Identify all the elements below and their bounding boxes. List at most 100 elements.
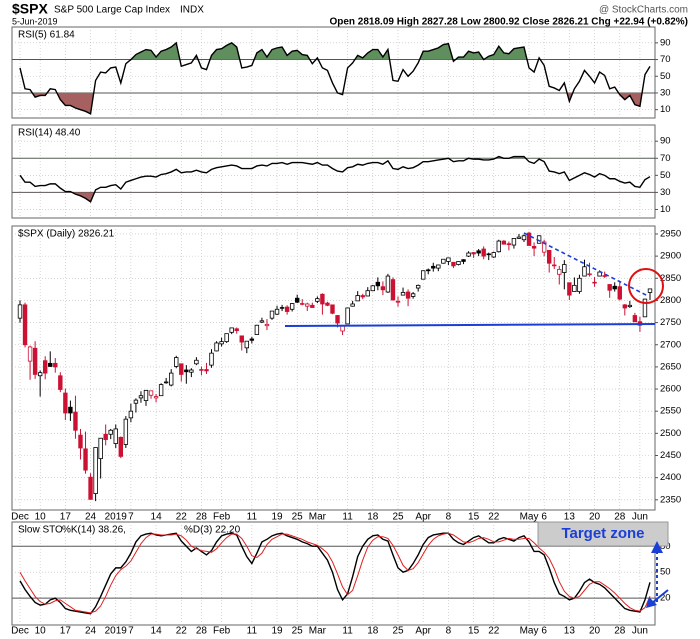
candle-body [400, 292, 406, 296]
target-zone-label: Target zone [561, 525, 644, 542]
support-line [284, 323, 656, 327]
candle-body [284, 306, 290, 312]
x-tick-label: 19 [271, 512, 283, 523]
candle-body [194, 359, 199, 365]
candle-body [48, 362, 53, 367]
candle-body [506, 243, 512, 246]
candle-body [627, 304, 633, 308]
candle-body [431, 265, 436, 269]
y-tick-label: 2650 [660, 361, 681, 372]
x-tick-label: Mar [309, 512, 327, 523]
candle-body [219, 341, 224, 345]
x-tick-label: 22 [176, 512, 188, 523]
candle-body [557, 269, 562, 275]
x-tick-label: 10 [35, 626, 47, 637]
candle-body [174, 357, 179, 367]
candle-body [350, 303, 355, 307]
x-tick-label: 17 [60, 626, 72, 637]
candle-body [118, 436, 123, 457]
candle-body [572, 284, 577, 292]
candle-body [249, 338, 255, 341]
y-tick-label: 90 [660, 136, 671, 147]
candle-body [204, 369, 209, 372]
indicator-line [19, 532, 651, 615]
candle-body [345, 307, 350, 325]
candle-body [320, 293, 325, 305]
x-tick-label: 15 [468, 626, 480, 637]
candle-body [37, 372, 43, 377]
candle-body [58, 375, 63, 390]
candle-body [179, 363, 184, 375]
candle-body [158, 384, 164, 397]
candle-body [390, 279, 396, 301]
candle-body [496, 240, 501, 253]
panel: Dec 10 17 24 2019 7 14 22 28 Feb 11 19 25 Mar 11 18 25 Ap… [11, 521, 671, 637]
panel-frame [11, 225, 656, 511]
x-tick-label: 11 [247, 626, 258, 637]
candle-body [43, 360, 48, 374]
candle-body [138, 395, 144, 399]
x-tick-label: 25 [292, 512, 304, 523]
x-tick-label: Dec [11, 626, 29, 637]
x-tick-label: 11 [342, 626, 353, 637]
exchange: INDX [180, 5, 204, 16]
candle-body [315, 298, 320, 302]
x-tick-label: Apr [415, 512, 431, 523]
legend-entry: %D(3) 22.20 [184, 525, 241, 536]
x-tick-label: 22 [488, 512, 500, 523]
candle-body [547, 249, 552, 264]
indicator-line [19, 41, 651, 115]
x-tick-label: 18 [367, 512, 379, 523]
y-tick-label: 30 [660, 87, 671, 98]
x-tick-label: 25 [392, 626, 404, 637]
x-tick-label: 7 [128, 512, 134, 523]
symbol: $SPX [12, 1, 48, 17]
candle-body [420, 270, 426, 280]
candle-body [264, 323, 270, 327]
y-tick-label: 20 [660, 593, 671, 604]
candle-body [476, 250, 481, 254]
candle-body [53, 362, 58, 368]
y-tick-label: 10 [660, 204, 671, 215]
panel-title: RSI(14) 48.40 [18, 128, 81, 139]
x-tick-label: Apr [415, 626, 431, 637]
candle-body [153, 396, 159, 399]
candle-body [269, 310, 275, 319]
candle-body [214, 342, 219, 352]
x-tick-label: 28 [614, 512, 626, 523]
candle-body [587, 273, 592, 276]
y-tick-label: 2700 [660, 339, 681, 350]
candle-body [239, 335, 244, 343]
candle-body [360, 295, 365, 298]
y-tick-label: 2600 [660, 384, 681, 395]
candle-body [385, 275, 391, 293]
candle-body [481, 248, 486, 257]
candle-body [531, 245, 537, 249]
target-arrowhead [651, 541, 663, 553]
panel-frame [11, 521, 656, 626]
panel-title: Slow STO [18, 525, 63, 536]
x-tick-label: 8 [446, 626, 452, 637]
candle-body [224, 333, 229, 343]
x-tick-label: 8 [446, 512, 452, 523]
candle-body [647, 288, 653, 293]
candle-body [133, 399, 139, 404]
y-tick-label: 2500 [660, 428, 681, 439]
candle-body [330, 304, 335, 314]
x-tick-label: 13 [564, 512, 576, 523]
y-tick-label: 50 [660, 567, 671, 578]
candle-body [108, 429, 113, 435]
candle-body [486, 253, 491, 256]
candle-body [17, 304, 23, 319]
y-tick-label: 2950 [660, 228, 681, 239]
candle-body [370, 285, 375, 292]
x-tick-label: 17 [60, 512, 72, 523]
candle-body [199, 369, 204, 371]
candle-body [617, 286, 622, 300]
candle-body [410, 293, 416, 297]
candle-body [168, 372, 174, 386]
x-tick-label: May [520, 626, 539, 637]
candle-body [511, 238, 517, 246]
candle-body [642, 298, 648, 318]
y-tick-label: 2400 [660, 472, 681, 483]
